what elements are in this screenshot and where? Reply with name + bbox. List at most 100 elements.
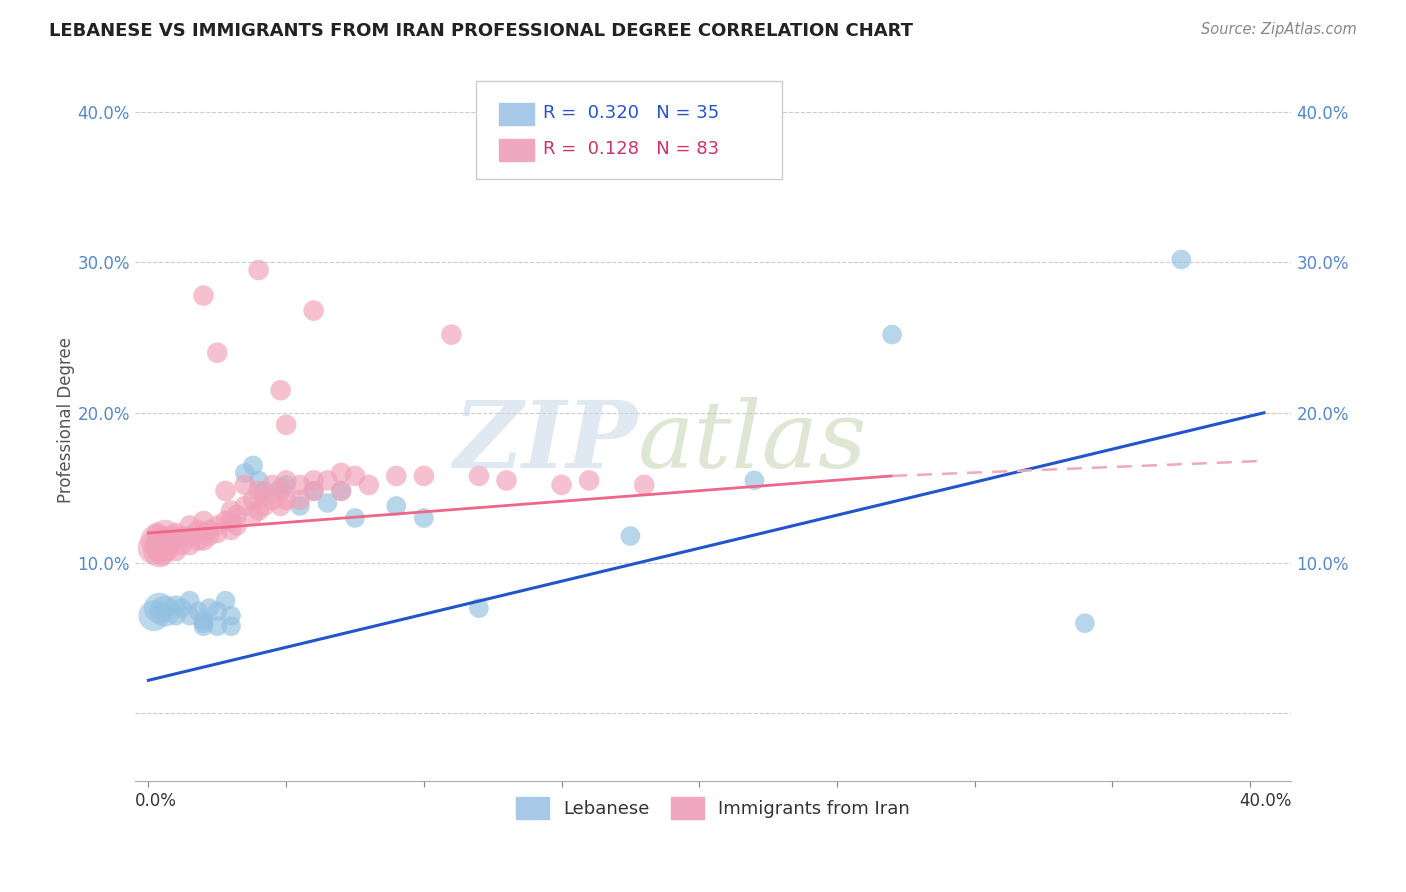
Point <box>242 508 264 522</box>
Point <box>170 529 193 543</box>
Text: atlas: atlas <box>638 397 868 487</box>
Point <box>262 492 284 507</box>
Point <box>214 514 236 528</box>
Point <box>233 466 256 480</box>
Point <box>288 478 311 492</box>
Point <box>179 538 201 552</box>
Point <box>148 544 170 558</box>
Point <box>165 533 187 548</box>
Point <box>219 503 242 517</box>
Point <box>193 514 215 528</box>
Point <box>207 604 229 618</box>
Point <box>145 544 167 558</box>
FancyBboxPatch shape <box>499 139 534 161</box>
Point <box>165 544 187 558</box>
Point <box>357 478 380 492</box>
Point <box>156 538 179 552</box>
Point <box>270 483 292 498</box>
Point <box>179 608 201 623</box>
Point <box>219 514 242 528</box>
Point <box>214 483 236 498</box>
Point <box>170 601 193 615</box>
Point <box>330 483 353 498</box>
Text: R =  0.128   N = 83: R = 0.128 N = 83 <box>543 140 718 158</box>
Point <box>619 529 641 543</box>
Point <box>440 327 463 342</box>
Point <box>159 538 181 552</box>
Point <box>150 604 173 618</box>
FancyBboxPatch shape <box>499 103 534 125</box>
Point <box>242 458 264 473</box>
Text: ZIP: ZIP <box>454 397 638 487</box>
Point <box>225 518 247 533</box>
Point <box>150 538 173 552</box>
Point <box>270 499 292 513</box>
Text: R =  0.320   N = 35: R = 0.320 N = 35 <box>543 104 720 122</box>
Point <box>288 492 311 507</box>
Point <box>276 474 298 488</box>
Point <box>412 469 434 483</box>
FancyBboxPatch shape <box>475 81 783 178</box>
Point <box>156 544 179 558</box>
Point <box>880 327 903 342</box>
Point <box>165 598 187 612</box>
Point <box>468 601 491 615</box>
Point <box>193 616 215 631</box>
Point <box>179 593 201 607</box>
Point <box>193 533 215 548</box>
Point <box>276 417 298 432</box>
Point <box>633 478 655 492</box>
Point <box>276 492 298 507</box>
Point <box>207 518 229 533</box>
Text: LEBANESE VS IMMIGRANTS FROM IRAN PROFESSIONAL DEGREE CORRELATION CHART: LEBANESE VS IMMIGRANTS FROM IRAN PROFESS… <box>49 22 914 40</box>
Point <box>150 549 173 563</box>
Point <box>179 518 201 533</box>
Point <box>247 483 270 498</box>
Point <box>142 541 165 555</box>
Point <box>219 523 242 537</box>
Point <box>193 619 215 633</box>
Point <box>187 533 209 548</box>
Point <box>495 474 517 488</box>
Point <box>187 523 209 537</box>
Point <box>247 503 270 517</box>
Point <box>270 383 292 397</box>
Point <box>219 608 242 623</box>
Point <box>145 526 167 541</box>
Point <box>214 593 236 607</box>
Point <box>187 604 209 618</box>
Point <box>253 499 276 513</box>
Point <box>253 488 276 502</box>
Text: 0.0%: 0.0% <box>135 791 177 810</box>
Point <box>270 481 292 495</box>
Point <box>150 541 173 555</box>
Point <box>302 483 325 498</box>
Point <box>253 483 276 498</box>
Point <box>276 478 298 492</box>
Point <box>219 619 242 633</box>
Point <box>165 526 187 541</box>
Point <box>288 499 311 513</box>
Legend: Lebanese, Immigrants from Iran: Lebanese, Immigrants from Iran <box>509 789 917 826</box>
Point <box>207 526 229 541</box>
Point <box>198 601 221 615</box>
Text: Source: ZipAtlas.com: Source: ZipAtlas.com <box>1201 22 1357 37</box>
Point <box>153 604 176 618</box>
Point <box>247 474 270 488</box>
Point <box>578 474 600 488</box>
Point <box>330 483 353 498</box>
Point <box>145 533 167 548</box>
Point <box>343 469 366 483</box>
Text: 40.0%: 40.0% <box>1239 791 1292 810</box>
Y-axis label: Professional Degree: Professional Degree <box>58 337 75 503</box>
Point <box>242 492 264 507</box>
Point <box>385 469 408 483</box>
Point <box>316 474 339 488</box>
Point <box>193 613 215 627</box>
Point <box>316 496 339 510</box>
Point <box>145 533 167 548</box>
Point <box>142 608 165 623</box>
Point <box>302 303 325 318</box>
Point <box>207 345 229 359</box>
Point <box>744 474 766 488</box>
